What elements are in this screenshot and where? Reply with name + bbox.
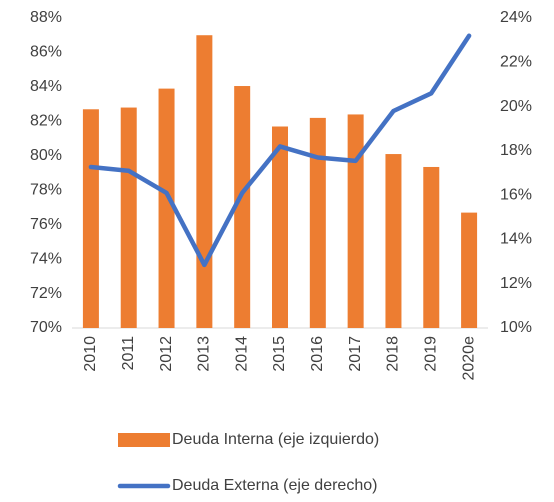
- bar: [272, 126, 288, 328]
- bar: [234, 86, 251, 329]
- y-tick-label: 86%: [30, 44, 62, 61]
- y2-tick-label: 14%: [500, 231, 532, 248]
- legend-swatch: [118, 433, 170, 447]
- bar: [423, 166, 440, 328]
- y2-tick-label: 22%: [500, 54, 532, 71]
- x-tick-label: 2017: [347, 336, 364, 372]
- x-tick-label: 2018: [385, 336, 402, 372]
- x-tick-label: 2010: [82, 336, 99, 372]
- y-tick-label: 80%: [30, 147, 62, 164]
- bar: [82, 109, 99, 329]
- y-tick-label: 76%: [30, 216, 62, 233]
- y-tick-label: 70%: [30, 319, 62, 336]
- y2-tick-label: 12%: [500, 275, 532, 292]
- line: [88, 33, 472, 268]
- y2-tick-label: 16%: [500, 186, 532, 203]
- y-tick-label: 82%: [30, 113, 62, 130]
- bar: [461, 212, 478, 328]
- x-tick-label: 2013: [196, 336, 213, 372]
- bar: [158, 88, 175, 328]
- x-tick-label: 2019: [422, 336, 439, 372]
- x-tick-label: 2011: [120, 336, 137, 371]
- x-tick-label: 2015: [271, 336, 288, 372]
- y-tick-label: 78%: [30, 181, 62, 198]
- y-tick-label: 84%: [30, 78, 62, 95]
- y-tick-label: 74%: [30, 250, 62, 267]
- y2-tick-label: 20%: [500, 98, 532, 115]
- y2-tick-label: 10%: [500, 319, 532, 336]
- y-tick-label: 72%: [30, 285, 62, 302]
- bar: [347, 114, 364, 328]
- bar: [309, 117, 326, 328]
- bar: [120, 107, 137, 328]
- y-tick-label: 88%: [30, 9, 62, 26]
- x-tick-label: 2014: [233, 336, 250, 372]
- x-tick-label: 2016: [309, 336, 326, 372]
- y2-tick-label: 24%: [500, 9, 532, 26]
- legend-label: Deuda Interna (eje izquierdo): [172, 431, 379, 448]
- bar: [196, 35, 213, 328]
- legend-label: Deuda Externa (eje derecho): [172, 477, 377, 494]
- x-tick-label: 2012: [158, 336, 175, 372]
- bar: [385, 154, 402, 328]
- x-tick-label: 2020e: [460, 336, 477, 381]
- y2-tick-label: 18%: [500, 142, 532, 159]
